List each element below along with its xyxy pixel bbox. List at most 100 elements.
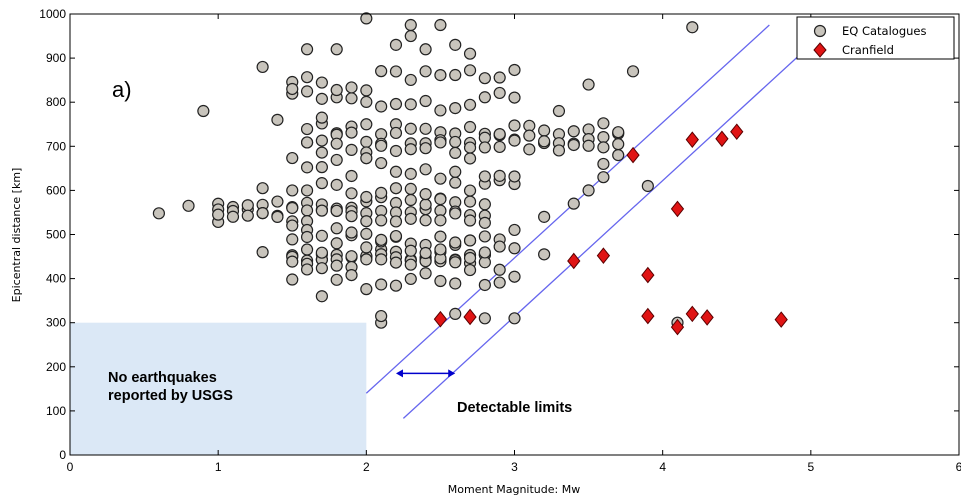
- detectable-limit-line: [402, 51, 804, 419]
- x-tick-label: 2: [363, 460, 370, 474]
- eq-point: [330, 237, 343, 250]
- x-tick-label: 3: [511, 460, 518, 474]
- eq-point: [449, 68, 462, 82]
- eq-point: [612, 138, 625, 151]
- eq-point: [508, 91, 521, 104]
- eq-point: [434, 69, 447, 82]
- eq-point: [300, 243, 314, 256]
- eq-point: [345, 210, 358, 223]
- eq-point: [404, 212, 417, 225]
- arrow-head-left: [395, 369, 403, 378]
- y-tick-labels: 0 100 200 300 400 500 600 700 800 900 1000: [39, 7, 66, 462]
- y-tick-label: 800: [46, 95, 66, 109]
- eq-point: [463, 195, 477, 208]
- eq-point: [152, 207, 165, 220]
- eq-point: [463, 214, 477, 227]
- y-tick-label: 1000: [39, 7, 66, 21]
- eq-point: [597, 117, 610, 130]
- eq-point: [493, 240, 506, 253]
- eq-point: [360, 227, 373, 240]
- eq-point: [419, 43, 432, 56]
- eq-point: [315, 146, 328, 159]
- eq-point: [404, 193, 417, 207]
- eq-point: [360, 84, 373, 97]
- eq-point: [419, 94, 432, 108]
- eq-point: [330, 259, 343, 272]
- eq-point: [360, 241, 373, 254]
- eq-point: [478, 230, 491, 243]
- eq-point: [286, 201, 299, 215]
- eq-point: [271, 113, 284, 126]
- eq-point: [404, 272, 417, 286]
- eq-point: [493, 86, 506, 100]
- y-tick-label: 300: [46, 316, 66, 330]
- eq-point: [360, 152, 373, 165]
- eq-point: [315, 262, 328, 275]
- x-tick-label: 4: [659, 460, 666, 474]
- eq-point: [375, 65, 388, 78]
- eq-point: [345, 92, 358, 105]
- eq-point: [538, 248, 551, 261]
- y-tick-label: 200: [46, 360, 66, 374]
- eq-point: [360, 215, 373, 228]
- eq-point: [404, 122, 417, 135]
- y-tick-label: 500: [46, 228, 66, 242]
- eq-point: [271, 195, 284, 208]
- eq-point: [256, 207, 269, 220]
- eq-point: [449, 165, 462, 178]
- eq-point: [345, 250, 358, 263]
- eq-point: [286, 219, 299, 232]
- eq-point: [286, 151, 299, 165]
- eq-point: [493, 263, 506, 276]
- eq-point: [463, 47, 477, 60]
- eq-point: [300, 85, 314, 98]
- cranfield-point: [685, 305, 699, 323]
- eq-point: [256, 60, 269, 74]
- eq-point: [197, 104, 210, 118]
- eq-point: [419, 163, 432, 176]
- cranfield-points: [433, 123, 788, 336]
- eq-point: [330, 273, 343, 286]
- eq-point: [330, 83, 343, 97]
- eq-point: [315, 290, 328, 303]
- eq-point: [508, 63, 521, 77]
- eq-point: [567, 197, 580, 210]
- eq-point: [463, 120, 477, 134]
- eq-point: [449, 307, 462, 320]
- eq-point: [360, 283, 373, 296]
- eq-point: [389, 229, 403, 243]
- eq-point: [241, 199, 254, 212]
- eq-point: [538, 210, 551, 223]
- eq-point: [508, 270, 521, 283]
- cranfield-point: [730, 123, 744, 141]
- eq-point: [389, 65, 403, 78]
- eq-point: [493, 127, 506, 141]
- eq-point: [315, 111, 328, 124]
- eq-catalogues-points: [152, 12, 699, 329]
- eq-point: [375, 309, 388, 323]
- eq-point: [315, 92, 328, 105]
- eq-point: [582, 184, 595, 197]
- eq-point: [286, 82, 299, 96]
- no-earthquakes-label-line1: No earthquakes: [108, 370, 217, 386]
- plot-frame: [69, 13, 960, 456]
- eq-point: [463, 234, 477, 247]
- cranfield-point: [641, 307, 655, 325]
- eq-point: [375, 186, 388, 199]
- eq-point: [404, 258, 417, 271]
- eq-point: [419, 188, 432, 201]
- eq-point: [508, 170, 521, 183]
- eq-point: [286, 184, 299, 197]
- eq-point: [345, 169, 358, 183]
- eq-point: [493, 276, 506, 289]
- eq-point: [478, 72, 491, 85]
- eq-point: [315, 177, 328, 190]
- eq-point: [315, 229, 328, 242]
- eq-point: [360, 118, 373, 131]
- eq-point: [345, 187, 358, 200]
- eq-point: [375, 233, 388, 246]
- eq-point: [434, 230, 447, 243]
- eq-point: [478, 246, 491, 259]
- eq-point: [300, 161, 314, 174]
- eq-point: [360, 190, 373, 204]
